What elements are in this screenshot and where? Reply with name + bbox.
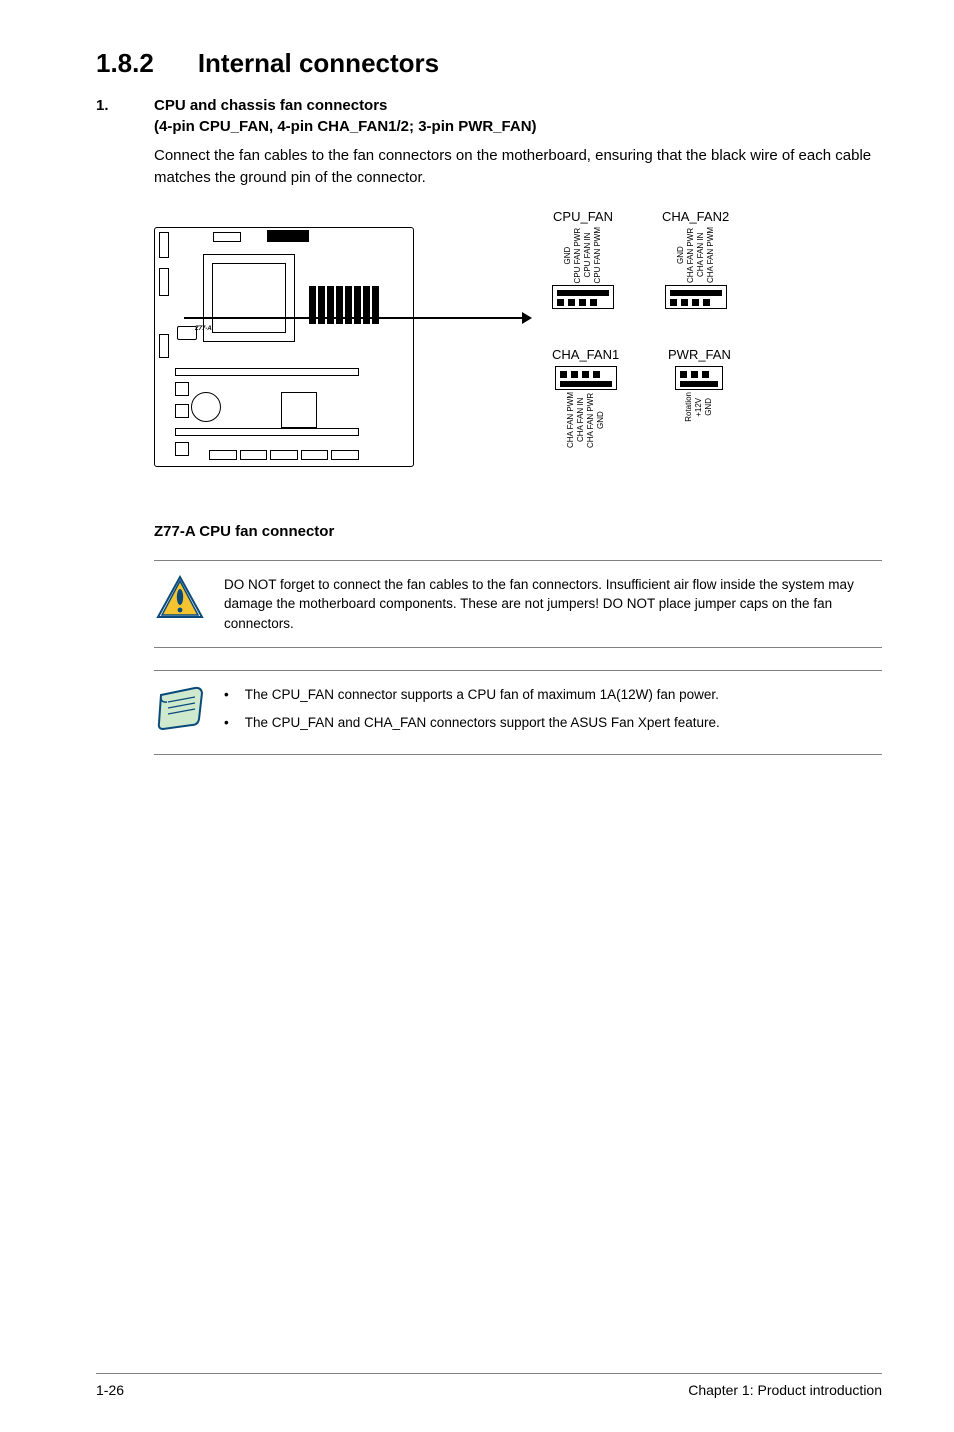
pointer-line [184,317,524,319]
warning-callout: DO NOT forget to connect the fan cables … [154,560,882,649]
pin-labels: CHA FAN PWM CHA FAN IN CHA FAN PWR GND [552,392,619,448]
chipset [281,392,317,428]
item-number: 1. [96,97,118,114]
pin-labels: Rotation +12V GND [668,392,731,422]
note-callout: The CPU_FAN connector supports a CPU fan… [154,670,882,755]
rear-io [159,232,169,258]
warning-text: DO NOT forget to connect the fan cables … [224,575,882,634]
io-block [267,230,309,242]
connector-label: CHA_FAN1 [552,347,619,362]
connector-icon [552,285,614,309]
cpu-fan-connector: CPU_FAN GND CPU FAN PWR CPU FAN IN CPU F… [552,209,614,311]
cha-fan2-connector: CHA_FAN2 GND CHA FAN PWR CHA FAN IN CHA … [662,209,729,311]
connector-icon [665,285,727,309]
jumper [175,404,189,418]
item-subtitle: (4-pin CPU_FAN, 4-pin CHA_FAN1/2; 3-pin … [154,118,882,135]
connector-label: PWR_FAN [668,347,731,362]
pointer-arrow-icon [522,312,532,324]
page-number: 1-26 [96,1382,124,1398]
item-body: Connect the fan cables to the fan connec… [154,145,882,189]
chapter-label: Chapter 1: Product introduction [688,1382,882,1398]
connector-label: CPU_FAN [552,209,614,224]
motherboard-outline: Z77-A [154,227,414,467]
io-block [213,232,241,242]
note-icon [154,685,206,740]
pin-labels: GND CHA FAN PWR CHA FAN IN CHA FAN PWM [662,227,729,283]
jumper [175,382,189,396]
cha-fan1-connector: CHA_FAN1 CHA FAN PWM CHA FAN IN CHA FAN … [552,347,619,448]
pci-slot [175,428,359,436]
rear-io [159,334,169,358]
connector-icon [555,366,617,390]
front-panel-headers [209,450,359,460]
connector-icon [675,366,723,390]
pin-labels: GND CPU FAN PWR CPU FAN IN CPU FAN PWM [552,227,614,283]
pwr-fan-connector: PWR_FAN Rotation +12V GND [668,347,731,422]
jumper [175,442,189,456]
battery [191,392,221,422]
item-title: CPU and chassis fan connectors [154,97,387,114]
page-footer: 1-26 Chapter 1: Product introduction [96,1373,882,1398]
pci-slot [175,368,359,376]
header-block [177,326,197,340]
board-model-label: Z77-A [195,326,212,332]
cpu-socket [203,254,295,342]
note-bullet: The CPU_FAN and CHA_FAN connectors suppo… [245,713,720,733]
fan-connector-diagram: Z77-A CPU_FAN GND CPU FAN PWR CPU FAN IN… [154,209,794,509]
connector-label: CHA_FAN2 [662,209,729,224]
note-bullet: The CPU_FAN connector supports a CPU fan… [245,685,719,705]
diagram-caption: Z77-A CPU fan connector [154,523,882,540]
rear-io [159,268,169,296]
warning-icon [154,575,206,634]
note-text: The CPU_FAN connector supports a CPU fan… [224,685,720,740]
section-number: 1.8.2 [96,48,154,79]
section-title: Internal connectors [198,48,439,79]
